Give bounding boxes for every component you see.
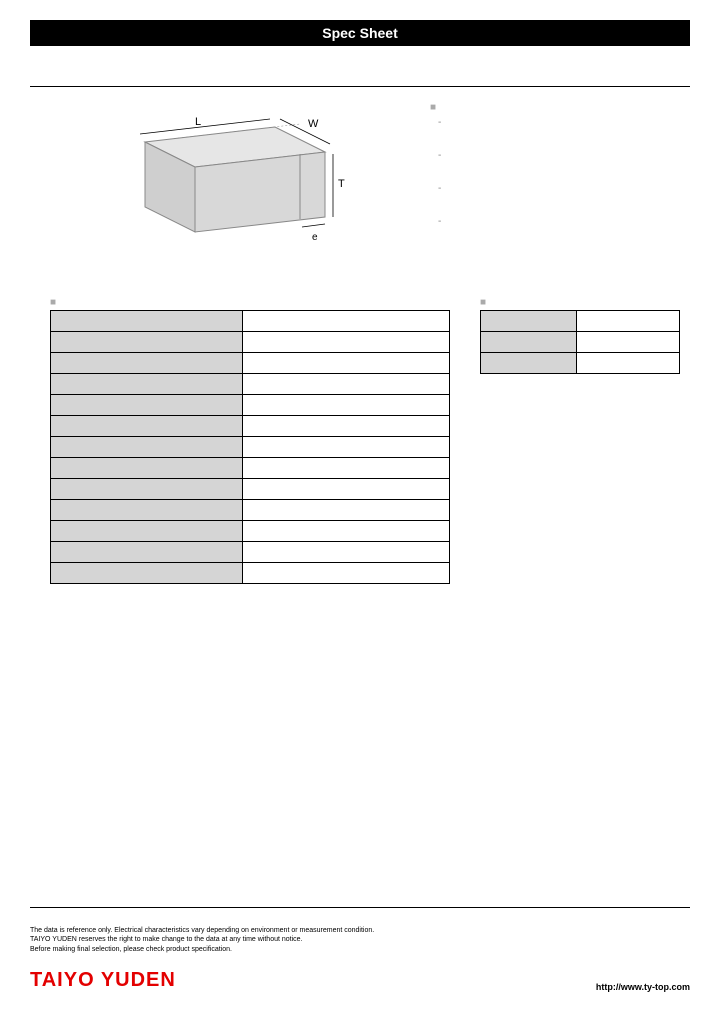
app-item: - bbox=[438, 183, 441, 194]
spec-value-cell bbox=[242, 395, 449, 416]
table-row bbox=[51, 521, 450, 542]
disclaimer-line: TAIYO YUDEN reserves the right to make c… bbox=[30, 935, 690, 945]
table-row bbox=[51, 458, 450, 479]
table-row bbox=[51, 311, 450, 332]
table-row bbox=[51, 353, 450, 374]
spec-label-cell bbox=[51, 563, 243, 584]
spec-value-cell bbox=[242, 521, 449, 542]
spec-label-cell bbox=[51, 395, 243, 416]
pkg-value-cell bbox=[576, 311, 679, 332]
footer-url: http://www.ty-top.com bbox=[596, 982, 690, 992]
table-row bbox=[481, 353, 680, 374]
app-item: - bbox=[438, 150, 441, 161]
footer: The data is reference only. Electrical c… bbox=[30, 907, 690, 992]
app-item: - bbox=[438, 216, 441, 227]
header-title: Spec Sheet bbox=[322, 25, 397, 41]
table-row bbox=[51, 437, 450, 458]
spec-value-cell bbox=[242, 416, 449, 437]
spec-value-cell bbox=[242, 563, 449, 584]
spec-label-cell bbox=[51, 437, 243, 458]
sub-header-space bbox=[30, 46, 690, 86]
pkg-label-cell bbox=[481, 353, 577, 374]
header-bar: Spec Sheet bbox=[30, 20, 690, 46]
spec-value-cell bbox=[242, 500, 449, 521]
spec-label-cell bbox=[51, 374, 243, 395]
component-drawing: L W T e bbox=[90, 102, 350, 267]
table-row bbox=[51, 563, 450, 584]
brand-logo: TAIYO YUDEN bbox=[30, 969, 176, 992]
table-row bbox=[51, 395, 450, 416]
spec-label-cell bbox=[51, 416, 243, 437]
dim-label-e: e bbox=[312, 232, 318, 243]
spec-label-cell bbox=[51, 311, 243, 332]
table-row bbox=[51, 542, 450, 563]
dim-label-W: W bbox=[308, 118, 319, 130]
spec-value-cell bbox=[242, 374, 449, 395]
pkg-label-cell bbox=[481, 311, 577, 332]
table-row bbox=[51, 374, 450, 395]
divider-top bbox=[30, 86, 690, 87]
spec-label-cell bbox=[51, 479, 243, 500]
table-row bbox=[51, 479, 450, 500]
disclaimer-line: The data is reference only. Electrical c… bbox=[30, 926, 690, 936]
spec-value-cell bbox=[242, 311, 449, 332]
spec-value-cell bbox=[242, 353, 449, 374]
spec-label-cell bbox=[51, 500, 243, 521]
disclaimer-line: Before making final selection, please ch… bbox=[30, 945, 690, 955]
spec-label-cell bbox=[51, 353, 243, 374]
table-row bbox=[481, 311, 680, 332]
spec-value-cell bbox=[242, 332, 449, 353]
table-row bbox=[51, 332, 450, 353]
spec-label-cell bbox=[51, 521, 243, 542]
pkg-bullet: ■ bbox=[480, 297, 680, 308]
spec-label-cell bbox=[51, 542, 243, 563]
footer-rule bbox=[30, 907, 690, 908]
pkg-table bbox=[480, 310, 680, 374]
tables-row: ■ ■ bbox=[30, 297, 690, 584]
dim-label-L: L bbox=[195, 116, 201, 128]
table-row bbox=[51, 500, 450, 521]
spec-table bbox=[50, 310, 450, 584]
pkg-table-block: ■ bbox=[480, 297, 680, 584]
table-row bbox=[51, 416, 450, 437]
disclaimer: The data is reference only. Electrical c… bbox=[30, 926, 690, 955]
spec-value-cell bbox=[242, 437, 449, 458]
dim-label-T: T bbox=[338, 178, 345, 190]
pkg-value-cell bbox=[576, 332, 679, 353]
spec-value-cell bbox=[242, 479, 449, 500]
spec-label-cell bbox=[51, 332, 243, 353]
spec-bullet: ■ bbox=[50, 297, 450, 308]
spec-table-block: ■ bbox=[50, 297, 450, 584]
table-row bbox=[481, 332, 680, 353]
brand-row: TAIYO YUDEN http://www.ty-top.com bbox=[30, 969, 690, 992]
spec-value-cell bbox=[242, 542, 449, 563]
spec-label-cell bbox=[51, 458, 243, 479]
pkg-label-cell bbox=[481, 332, 577, 353]
top-area: L W T e ■ - - - - bbox=[90, 102, 690, 267]
applications-bullet: ■ bbox=[430, 102, 441, 113]
applications-column: ■ - - - - bbox=[430, 102, 441, 267]
spec-value-cell bbox=[242, 458, 449, 479]
pkg-value-cell bbox=[576, 353, 679, 374]
app-item: - bbox=[438, 117, 441, 128]
